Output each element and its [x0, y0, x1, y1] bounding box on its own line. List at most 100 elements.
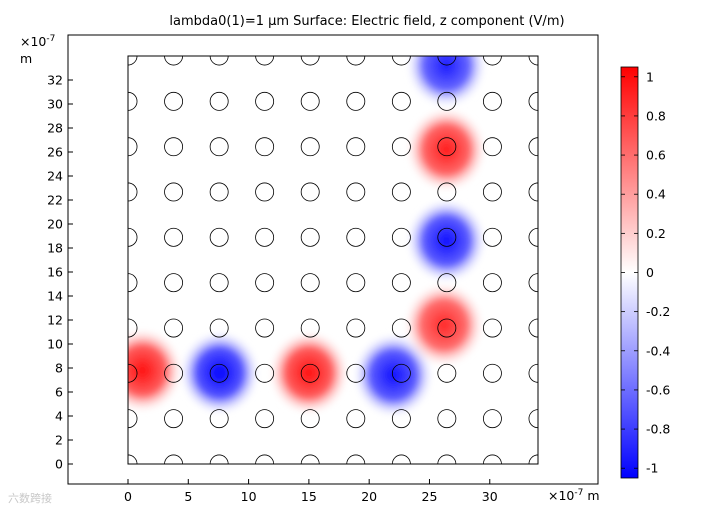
rod-circle — [437, 363, 457, 383]
y-tick-label: 32 — [47, 73, 63, 88]
rod-circle — [209, 409, 229, 429]
rod-circle — [209, 182, 229, 202]
field-lobe — [402, 281, 485, 368]
y-tick-label: 6 — [55, 385, 63, 400]
rod-circle — [128, 363, 138, 383]
rod-circle — [482, 91, 502, 111]
rod-circle — [300, 137, 320, 157]
field-lobe — [128, 327, 184, 414]
rod-circle — [346, 182, 366, 202]
rod-circle — [255, 227, 275, 247]
rod-circle — [346, 363, 366, 383]
rod-circle — [300, 363, 320, 383]
rod-circle — [391, 182, 411, 202]
x-tick-label: 30 — [482, 489, 498, 504]
rod-circle — [437, 137, 457, 157]
x-axis: 0 5 10 15 20 25 30 — [124, 479, 498, 504]
y-tick-label: 22 — [47, 193, 63, 208]
rod-circle — [391, 273, 411, 293]
rod-circle — [128, 318, 138, 338]
rod-circle — [164, 409, 184, 429]
rod-circle — [346, 91, 366, 111]
rod-circle — [437, 227, 457, 247]
rod-circle — [437, 182, 457, 202]
y-tick-label: 14 — [47, 289, 63, 304]
rod-circle — [437, 409, 457, 429]
x-tick-label: 15 — [301, 489, 317, 504]
rod-circle — [128, 91, 138, 111]
rod-circle — [346, 409, 366, 429]
rod-circle — [300, 227, 320, 247]
rod-circle — [300, 273, 320, 293]
rod-circle — [346, 227, 366, 247]
rod-circle — [255, 91, 275, 111]
rod-circle — [300, 91, 320, 111]
colorbar-tick-label: 0.8 — [646, 108, 666, 123]
y-tick-label: 8 — [55, 361, 63, 376]
y-tick-label: 16 — [47, 265, 63, 280]
rod-circle — [255, 318, 275, 338]
rod-circle — [346, 273, 366, 293]
rod-circle — [482, 227, 502, 247]
colorbar-tick-label: -0.8 — [646, 422, 670, 437]
rod-circle — [391, 137, 411, 157]
rod-circle — [255, 409, 275, 429]
rod-circle — [437, 91, 457, 111]
colorbar-tick-label: 0 — [646, 265, 654, 280]
field-lobe — [178, 329, 261, 416]
rod-circle — [209, 137, 229, 157]
x-tick-label: 20 — [361, 489, 377, 504]
rod-circle — [164, 91, 184, 111]
x-tick-label: 5 — [184, 489, 192, 504]
watermark: 六数跨接 — [8, 492, 52, 505]
y-tick-label: 12 — [47, 313, 63, 328]
rod-circle — [128, 182, 138, 202]
field-lobe — [405, 56, 488, 109]
rod-circle — [255, 182, 275, 202]
y-tick-label: 24 — [47, 169, 63, 184]
rod-circle — [482, 363, 502, 383]
y-tick-label: 18 — [47, 241, 63, 256]
rod-circle — [209, 273, 229, 293]
rod-circle — [128, 409, 138, 429]
rod-circle — [437, 273, 457, 293]
rod-circle — [164, 318, 184, 338]
rod-circle — [482, 318, 502, 338]
field-lobe — [405, 197, 488, 284]
field-lobe — [267, 329, 350, 416]
colorbar-tick-label: -0.2 — [646, 304, 670, 319]
y-tick-label: 20 — [47, 217, 63, 232]
rod-circle — [255, 363, 275, 383]
colorbar-tick-label: 1 — [646, 69, 654, 84]
rod-circle — [482, 182, 502, 202]
y-tick-label: 30 — [47, 97, 63, 112]
rod-circle — [346, 137, 366, 157]
y-tick-label: 4 — [55, 409, 63, 424]
rod-circle — [209, 318, 229, 338]
rod-circle — [300, 182, 320, 202]
field-lobe — [405, 106, 488, 193]
x-tick-label: 0 — [124, 489, 132, 504]
colorbar-tick-label: 0.6 — [646, 148, 666, 163]
rod-circle — [209, 363, 229, 383]
rod-circle — [300, 318, 320, 338]
rod-circle — [255, 137, 275, 157]
colorbar-tick-label: -0.4 — [646, 343, 670, 358]
rod-circle — [391, 363, 411, 383]
rod-circle — [391, 91, 411, 111]
x-axis-scale-label: ×10-7 m — [548, 488, 600, 503]
x-tick-label: 25 — [422, 489, 438, 504]
rod-circle — [164, 227, 184, 247]
y-tick-label: 28 — [47, 121, 63, 136]
rod-circle — [255, 273, 275, 293]
rod-circle — [391, 227, 411, 247]
colorbar-tick-label: -0.6 — [646, 382, 670, 397]
plot-frame — [67, 34, 599, 485]
chart-title: lambda0(1)=1 µm Surface: Electric field,… — [169, 14, 564, 29]
colorbar-tick-label: -1 — [646, 461, 658, 476]
x-tick-label: 10 — [241, 489, 257, 504]
rod-circle — [128, 227, 138, 247]
y-tick-label: 26 — [47, 145, 63, 160]
